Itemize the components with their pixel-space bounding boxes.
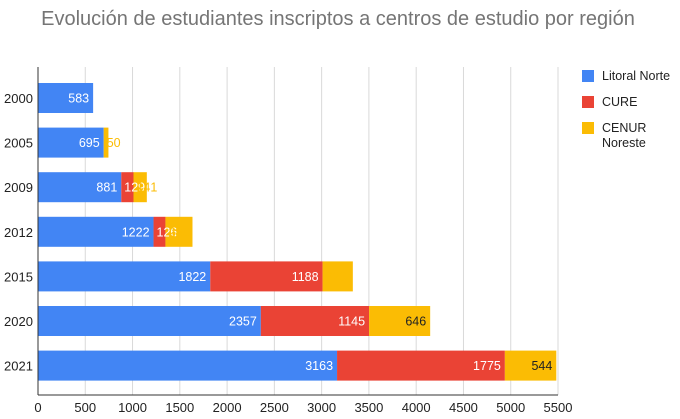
- x-tick-label: 2000: [213, 400, 242, 415]
- bar-segment: [38, 127, 104, 158]
- x-tick-label: 5500: [544, 400, 573, 415]
- bar-segment: [133, 172, 147, 203]
- bar-segment: [121, 172, 134, 203]
- axes: 0 500 1000 1500 2000 2500 3000 3500 4000 4500 5000…: [4, 67, 572, 415]
- bar-segment: [38, 350, 338, 381]
- data-label: 126: [157, 225, 178, 239]
- data-label: 1822: [178, 270, 206, 284]
- x-tick-label: 4000: [402, 400, 431, 415]
- y-tick-label: 2015: [4, 269, 33, 284]
- bars: [38, 83, 557, 381]
- data-label: 320: [326, 270, 347, 284]
- data-label: 1222: [122, 225, 150, 239]
- bar-segment: [337, 350, 505, 381]
- x-tick-label: 3000: [307, 400, 336, 415]
- bar-segment: [504, 350, 557, 381]
- legend-label: CENUR Noreste: [602, 121, 646, 150]
- data-label: 695: [79, 136, 100, 150]
- x-tick-label: 500: [74, 400, 96, 415]
- x-tick-label: 4500: [449, 400, 478, 415]
- legend-swatch: [582, 70, 594, 82]
- data-label: 1775: [473, 359, 501, 373]
- y-tick-label: 2012: [4, 225, 33, 240]
- grid: [84, 67, 559, 395]
- data-label: 881: [96, 181, 117, 195]
- bar-segment: [260, 306, 370, 336]
- bar-segment: [38, 306, 261, 336]
- legend-label: Litoral Norte: [602, 69, 670, 83]
- chart-title: Evolución de estudiantes inscriptos a ce…: [41, 8, 635, 30]
- y-tick-label: 2000: [4, 91, 33, 106]
- bar-segment: [369, 306, 431, 336]
- bar-segment: [153, 216, 166, 247]
- data-label: 583: [68, 92, 89, 106]
- x-tick-label: 0: [34, 400, 41, 415]
- legend-swatch: [582, 96, 594, 108]
- data-label: 1188: [292, 270, 319, 284]
- bar-segment: [38, 261, 211, 292]
- data-label: 129: [124, 181, 145, 195]
- legend: Litoral Norte CURE CENUR Noreste: [582, 69, 670, 150]
- y-tick-label: 2020: [4, 314, 33, 329]
- data-label: 544: [531, 359, 552, 373]
- bar-segment: [38, 172, 122, 203]
- bar-segment: [103, 127, 109, 158]
- data-label: 3163: [305, 359, 333, 373]
- data-label: 141: [136, 181, 157, 195]
- bar-segment: [210, 261, 323, 292]
- data-label: 646: [405, 315, 426, 329]
- x-tick-label: 5000: [496, 400, 525, 415]
- bar-segment: [38, 216, 154, 247]
- bar-segment: [322, 261, 353, 292]
- bar-segment: [38, 83, 94, 113]
- legend-label: CURE: [602, 95, 637, 109]
- y-tick-label: 2009: [4, 180, 33, 195]
- y-tick-label: 2021: [4, 359, 33, 374]
- data-label: 1145: [338, 315, 365, 329]
- legend-swatch: [582, 122, 594, 134]
- data-label: 286: [168, 225, 189, 239]
- data-label: 2357: [229, 315, 257, 329]
- x-tick-label: 2500: [260, 400, 289, 415]
- x-tick-label: 3500: [354, 400, 383, 415]
- bar-segment: [165, 216, 193, 247]
- x-tick-label: 1500: [165, 400, 194, 415]
- x-tick-label: 1000: [118, 400, 147, 415]
- data-label: 50: [107, 136, 121, 150]
- y-tick-label: 2005: [4, 136, 33, 151]
